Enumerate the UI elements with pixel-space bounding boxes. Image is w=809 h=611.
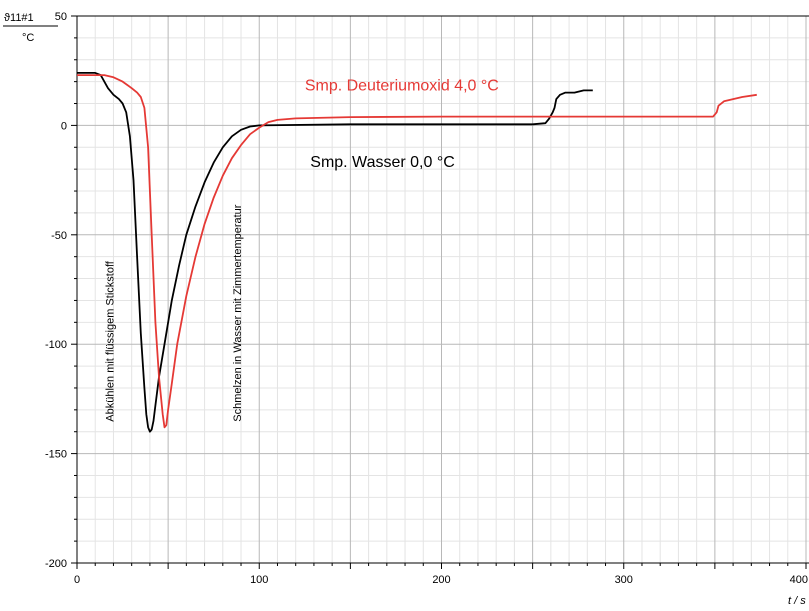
annotation-melting: Schmelzen in Wasser mit Zimmertemperatur bbox=[232, 204, 244, 422]
axes bbox=[71, 15, 809, 569]
x-tick-label: 300 bbox=[615, 574, 633, 586]
minor-grid bbox=[77, 16, 809, 563]
series-labels: Smp. Deuteriumoxid 4,0 °C Smp. Wasser 0,0… bbox=[305, 77, 499, 171]
x-tick-label: 0 bbox=[74, 574, 80, 586]
y-tick-label: 50 bbox=[55, 11, 67, 23]
x-axis-unit: t / s bbox=[788, 595, 806, 606]
series-label-deuteriumoxid: Smp. Deuteriumoxid 4,0 °C bbox=[305, 77, 499, 94]
x-tick-label: 100 bbox=[250, 574, 268, 586]
y-axis-unit: ϑ11#1 °C bbox=[3, 12, 58, 44]
y-tick-labels: -200 -150 -100 -50 0 50 bbox=[45, 11, 67, 570]
x-tick-label: 200 bbox=[432, 574, 450, 586]
y-tick-label: -150 bbox=[45, 449, 67, 461]
series-line-deuteriumoxid bbox=[77, 74, 757, 429]
annotations: Abkühlen mit flüssigem Stickstoff Schmelz… bbox=[104, 204, 244, 422]
y-axis-unit-top: ϑ11#1 bbox=[4, 12, 34, 24]
annotation-cooling: Abkühlen mit flüssigem Stickstoff bbox=[104, 260, 116, 422]
y-tick-label: 0 bbox=[61, 120, 67, 132]
series-lines bbox=[77, 72, 757, 433]
y-axis-unit-bottom: °C bbox=[22, 32, 34, 44]
series-line-wasser bbox=[77, 72, 593, 433]
x-tick-label: 400 bbox=[790, 574, 808, 586]
y-tick-label: -50 bbox=[51, 230, 67, 242]
y-tick-label: -200 bbox=[45, 558, 67, 570]
y-tick-label: -100 bbox=[45, 339, 67, 351]
series-label-wasser: Smp. Wasser 0,0 °C bbox=[310, 154, 455, 171]
x-tick-labels: 0 100 200 300 400 bbox=[74, 574, 808, 586]
